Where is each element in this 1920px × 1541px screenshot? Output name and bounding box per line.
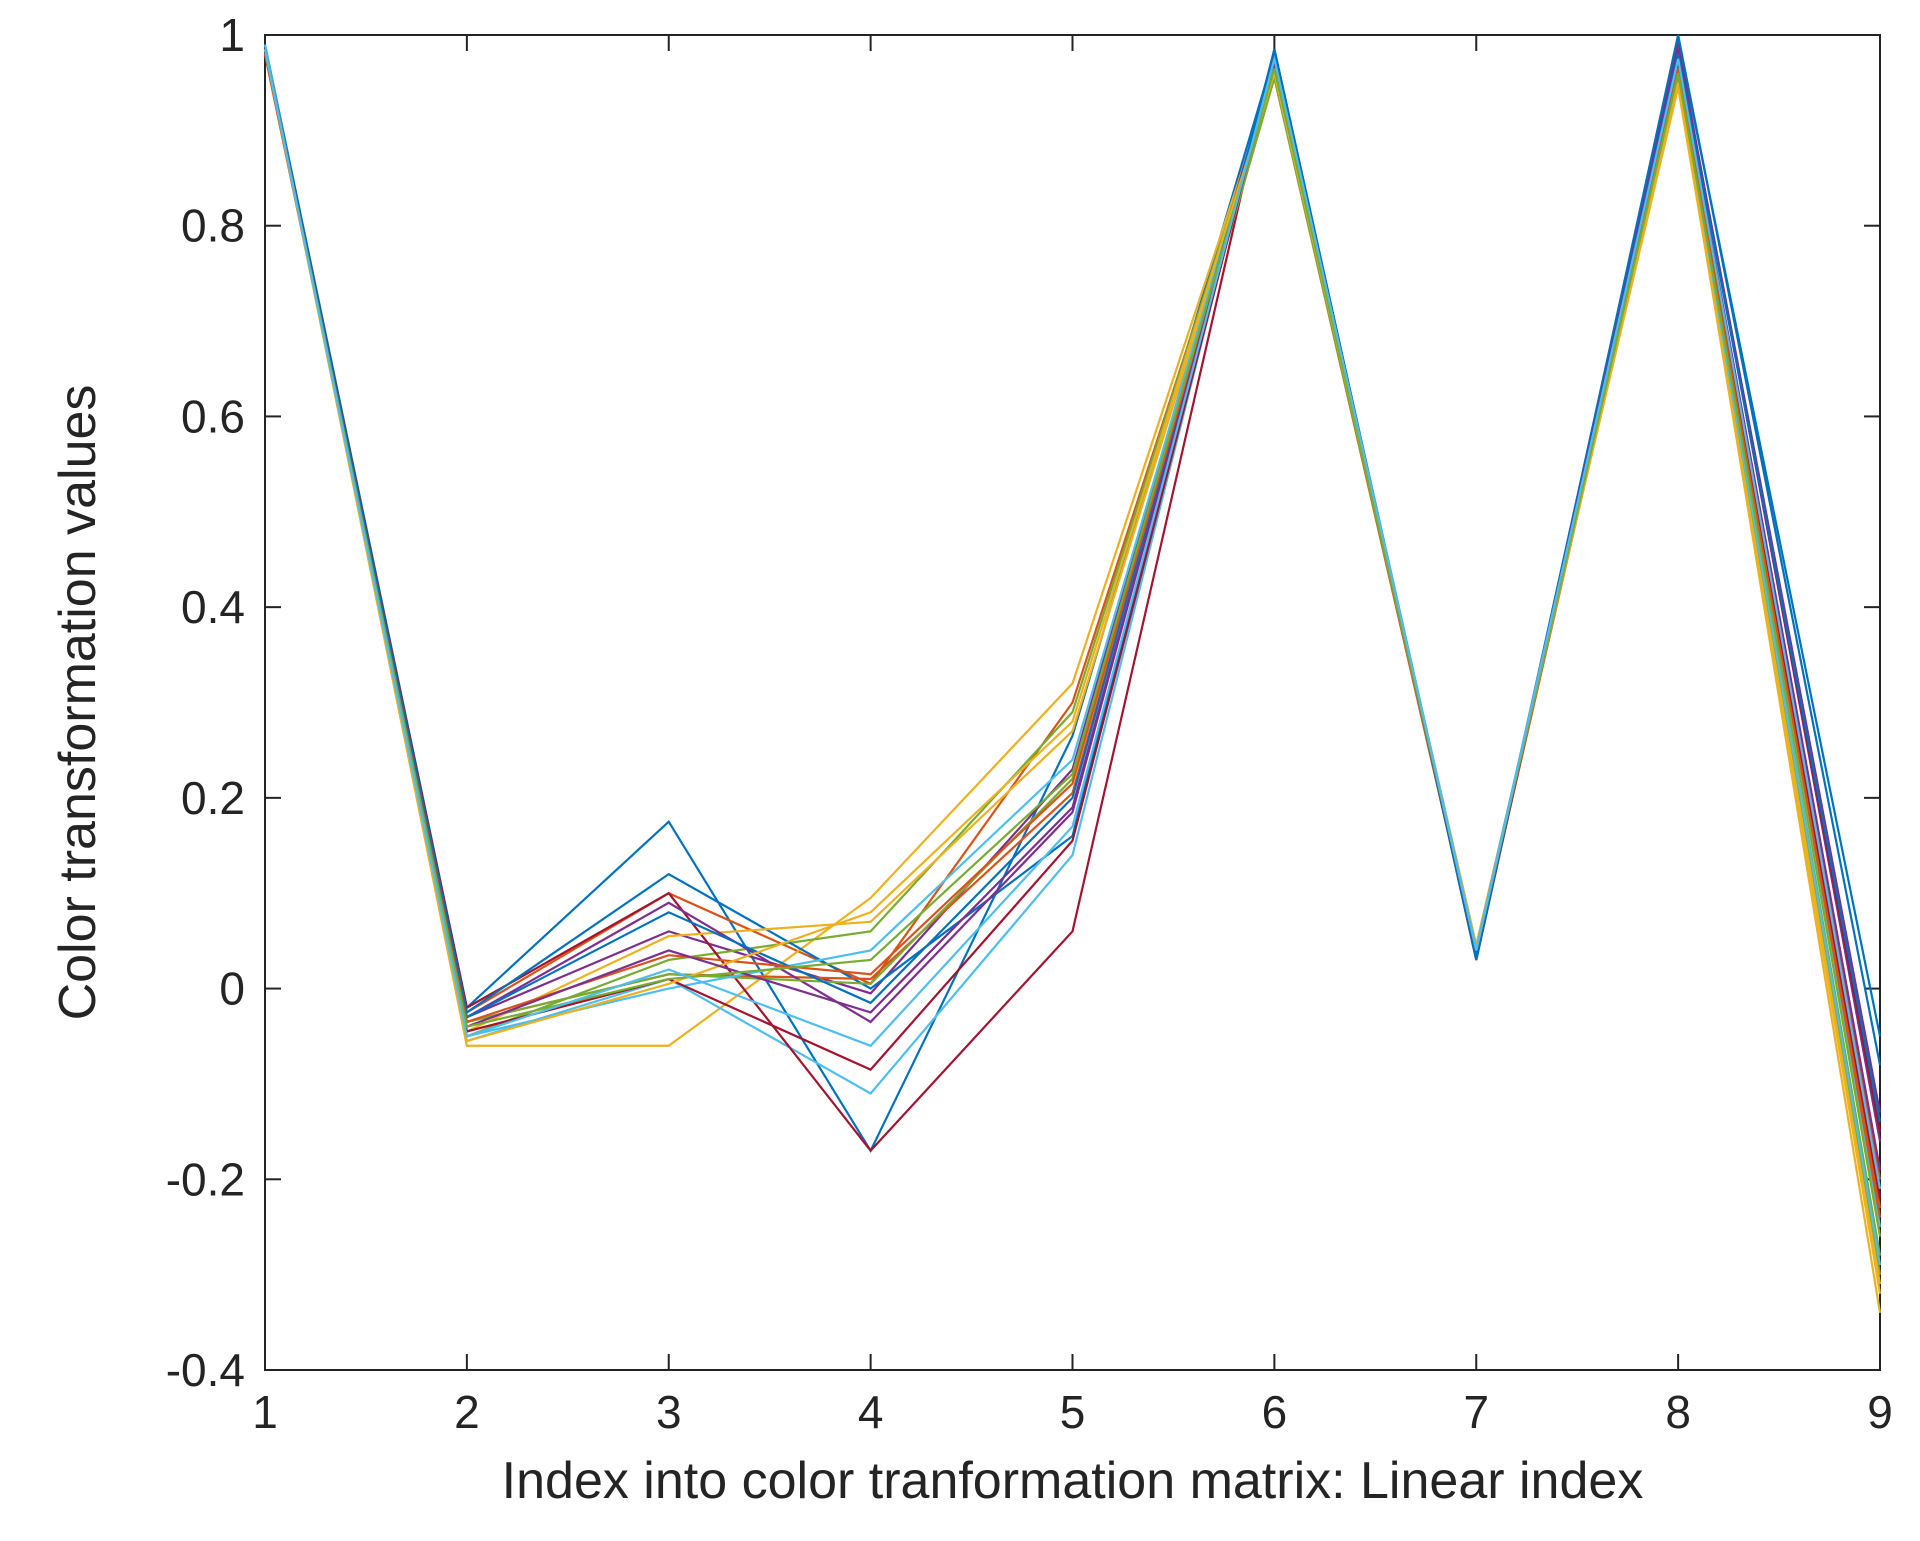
x-tick-label: 5 — [1060, 1386, 1086, 1438]
y-tick-label: -0.4 — [166, 1344, 245, 1396]
x-tick-label: 2 — [454, 1386, 480, 1438]
x-tick-label: 9 — [1867, 1386, 1893, 1438]
series-line — [265, 49, 1880, 1122]
y-tick-label: 0.6 — [181, 390, 245, 442]
series-group — [265, 35, 1880, 1313]
x-tick-label: 3 — [656, 1386, 682, 1438]
y-tick-label: 0.2 — [181, 772, 245, 824]
series-line — [265, 35, 1880, 1065]
y-tick-label: 0 — [219, 963, 245, 1015]
series-line — [265, 45, 1880, 1142]
y-axis-label: Color transformation values — [49, 385, 107, 1021]
x-tick-label: 1 — [252, 1386, 278, 1438]
y-tick-label: 0.8 — [181, 200, 245, 252]
chart-container: 1 2 3 4 5 6 7 8 9 -0.4 -0.2 0 0.2 0.4 0.6 0.8 1 Index i… — [0, 0, 1920, 1541]
series-line — [265, 49, 1880, 1112]
x-tick-label: 6 — [1262, 1386, 1288, 1438]
x-axis-label: Index into color tranformation matrix: L… — [502, 1452, 1644, 1510]
x-tick-label: 4 — [858, 1386, 884, 1438]
y-tick-label: 1 — [219, 9, 245, 61]
y-tick-label: 0.4 — [181, 581, 245, 633]
x-tick-label: 8 — [1665, 1386, 1691, 1438]
y-tick-label: -0.2 — [166, 1153, 245, 1205]
x-tick-label: 7 — [1463, 1386, 1489, 1438]
chart-svg: 1 2 3 4 5 6 7 8 9 -0.4 -0.2 0 0.2 0.4 0.6 0.8 1 Index i… — [0, 0, 1920, 1541]
y-ticks: -0.4 -0.2 0 0.2 0.4 0.6 0.8 1 — [166, 9, 1880, 1396]
